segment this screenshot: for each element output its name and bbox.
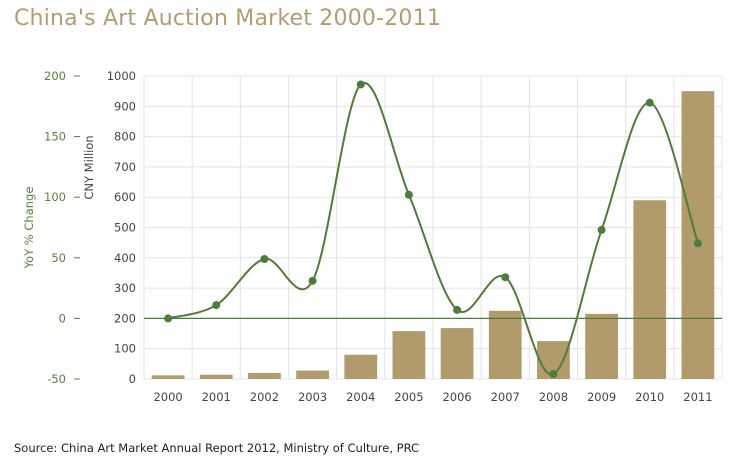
y-tick-cny: 400	[114, 251, 136, 265]
y-tick-yoy: 200	[44, 69, 66, 83]
y-tick-cny: 800	[114, 130, 136, 144]
line-point	[501, 273, 510, 282]
bar	[585, 313, 618, 379]
bar	[633, 200, 667, 379]
x-tick: 2002	[250, 390, 279, 404]
x-tick: 2011	[683, 390, 712, 404]
source-note: Source: China Art Market Annual Report 2…	[14, 441, 420, 455]
line-point	[645, 98, 654, 107]
x-tick: 2009	[587, 390, 616, 404]
y-tick-cny: 0	[129, 372, 136, 386]
bar	[296, 370, 329, 379]
y-tick-cny: 900	[114, 99, 136, 113]
bar	[248, 372, 281, 379]
bar	[392, 331, 426, 379]
y-tick-cny: 200	[114, 311, 136, 325]
x-tick: 2004	[346, 390, 375, 404]
y-tick-cny: 300	[114, 281, 136, 295]
x-tick: 2010	[635, 390, 664, 404]
y-axis-title-cny: CNY Million	[82, 135, 96, 199]
axes: 0 100 200 300 400 500 600 700 800 900 1000 -50 0 50 10…	[22, 69, 713, 404]
y-tick-yoy: 50	[51, 251, 66, 265]
y-tick-cny: 1000	[107, 69, 136, 83]
line-point	[308, 276, 317, 285]
y-tick-yoy: 100	[44, 190, 66, 204]
y-tick-cny: 600	[114, 190, 136, 204]
line-series	[164, 80, 702, 379]
bar	[344, 354, 378, 379]
line-point	[260, 255, 269, 264]
x-tick: 2001	[202, 390, 231, 404]
line-point	[597, 225, 606, 234]
y-tick-cny: 700	[114, 160, 136, 174]
y-tick-cny: 500	[114, 221, 136, 235]
bar-series	[151, 91, 715, 380]
x-tick: 2000	[153, 390, 182, 404]
line-point	[164, 314, 173, 323]
chart-title: China's Art Auction Market 2000-2011	[14, 6, 442, 31]
y-tick-yoy: 150	[44, 130, 66, 144]
x-tick: 2006	[442, 390, 471, 404]
line-point	[356, 80, 365, 89]
yoy-line	[167, 81, 699, 376]
x-tick: 2008	[539, 390, 568, 404]
y-tick-yoy: 0	[59, 311, 66, 325]
bar	[199, 374, 233, 379]
line-point	[212, 301, 221, 310]
y-tick-yoy: -50	[47, 372, 66, 386]
bar	[151, 375, 185, 379]
y-tick-cny: 100	[114, 342, 136, 356]
bar	[681, 91, 715, 380]
line-point	[453, 305, 462, 314]
x-tick: 2005	[394, 390, 423, 404]
bar	[488, 310, 522, 379]
bar	[440, 328, 474, 379]
line-point	[693, 239, 702, 248]
x-tick: 2003	[298, 390, 327, 404]
x-tick: 2007	[491, 390, 520, 404]
line-point	[404, 190, 413, 199]
line-point	[549, 370, 558, 379]
y-axis-title-yoy: YoY % Change	[22, 187, 36, 270]
